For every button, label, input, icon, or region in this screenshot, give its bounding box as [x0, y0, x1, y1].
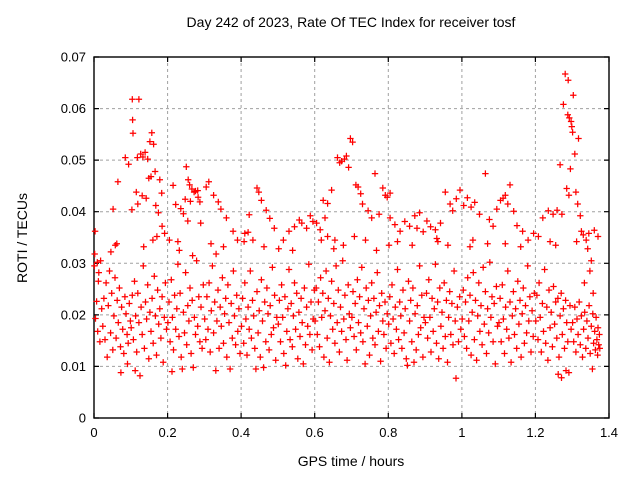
ticks-layer	[93, 56, 610, 419]
y-axis-label: ROTI / TECUs	[14, 193, 30, 283]
x-tick-label: 1.2	[526, 425, 544, 440]
gridlines-layer	[94, 57, 609, 418]
y-tick-label: 0.02	[61, 307, 86, 322]
chart-title: Day 242 of 2023, Rate Of TEC Index for r…	[187, 14, 516, 30]
y-tick-label: 0.07	[61, 50, 86, 65]
x-tick-label: 0	[90, 425, 97, 440]
x-tick-label: 0.8	[379, 425, 397, 440]
y-tick-label: 0.04	[61, 204, 86, 219]
data-points-layer	[91, 70, 603, 382]
y-tick-label: 0.05	[61, 153, 86, 168]
axis-ticks	[93, 56, 610, 419]
tick-labels-layer: 0 0.2 0.4 0.6 0.8 1 1.2 1.4 0 0.01 0.02 0.03 0.04 0.0…	[61, 50, 618, 441]
x-axis-label: GPS time / hours	[298, 453, 405, 469]
x-tick-label: 0.4	[232, 425, 250, 440]
plot-border	[93, 56, 610, 419]
x-tick-label: 0.6	[306, 425, 324, 440]
data-points	[91, 70, 603, 382]
x-tick-label: 1.4	[600, 425, 618, 440]
y-tick-label: 0.06	[61, 101, 86, 116]
y-tick-label: 0.01	[61, 359, 86, 374]
x-tick-label: 0.2	[159, 425, 177, 440]
x-tick-label: 1	[458, 425, 465, 440]
y-tick-label: 0.03	[61, 256, 86, 271]
gridlines	[94, 57, 609, 418]
y-tick-label: 0	[79, 411, 86, 426]
